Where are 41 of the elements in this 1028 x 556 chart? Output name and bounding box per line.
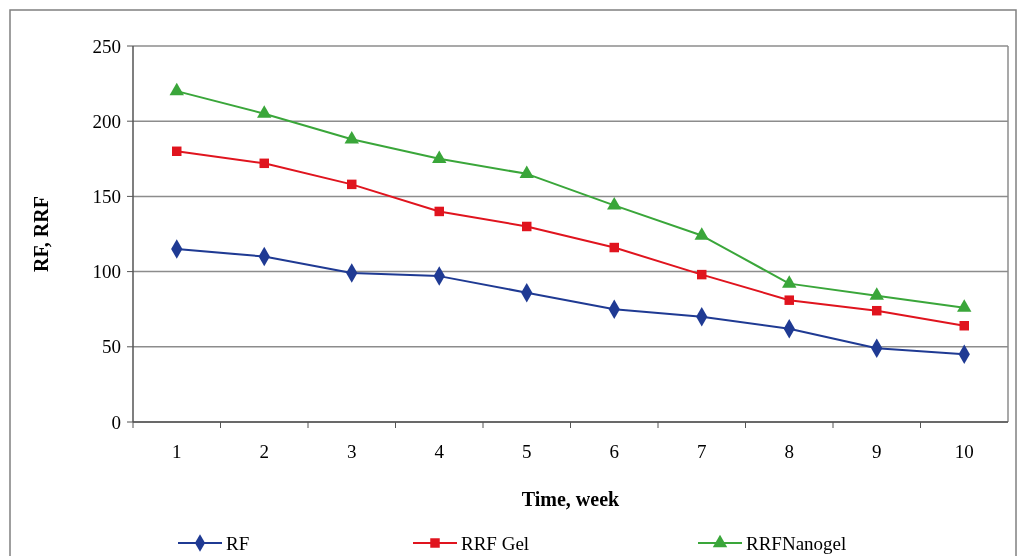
y-tick-label: 0 — [111, 411, 121, 433]
point — [694, 227, 709, 240]
x-tick-label: 6 — [609, 441, 619, 462]
x-tick-label: 3 — [347, 441, 357, 462]
point — [519, 165, 534, 178]
y-tick-label: 150 — [92, 186, 121, 208]
point — [432, 150, 447, 163]
x-tick-label: 10 — [954, 441, 974, 462]
legend-label: RRFNanogel — [746, 532, 847, 554]
point — [957, 299, 972, 312]
point — [259, 158, 269, 169]
y-axis-title: RF, RRF — [30, 196, 52, 272]
point — [257, 105, 272, 118]
x-tick-label: 9 — [872, 441, 882, 462]
y-tick-label: 250 — [92, 35, 121, 57]
x-tick-label: 1 — [172, 441, 182, 462]
x-axis-title: Time, week — [521, 488, 621, 510]
y-tick-label: 100 — [92, 261, 121, 283]
point — [784, 295, 794, 305]
y-tick-label: 50 — [102, 336, 121, 358]
point — [782, 275, 797, 288]
x-tick-label: 2 — [259, 441, 269, 462]
x-tick-label: 5 — [522, 441, 532, 462]
point — [697, 269, 707, 280]
x-tick-label: 7 — [697, 441, 707, 462]
x-tick-label: 4 — [434, 441, 445, 462]
point — [959, 321, 969, 331]
x-tick-label: 8 — [784, 441, 794, 462]
legend-label: RF — [226, 532, 250, 554]
y-tick-label: 200 — [92, 110, 121, 132]
point — [869, 287, 884, 300]
legend-label: RRF Gel — [461, 532, 530, 554]
point — [607, 197, 622, 210]
point — [172, 146, 182, 157]
point — [169, 82, 184, 96]
point — [609, 242, 619, 253]
point — [872, 305, 882, 316]
point — [434, 206, 444, 217]
point — [347, 179, 357, 190]
point — [344, 130, 359, 144]
point — [522, 221, 532, 232]
